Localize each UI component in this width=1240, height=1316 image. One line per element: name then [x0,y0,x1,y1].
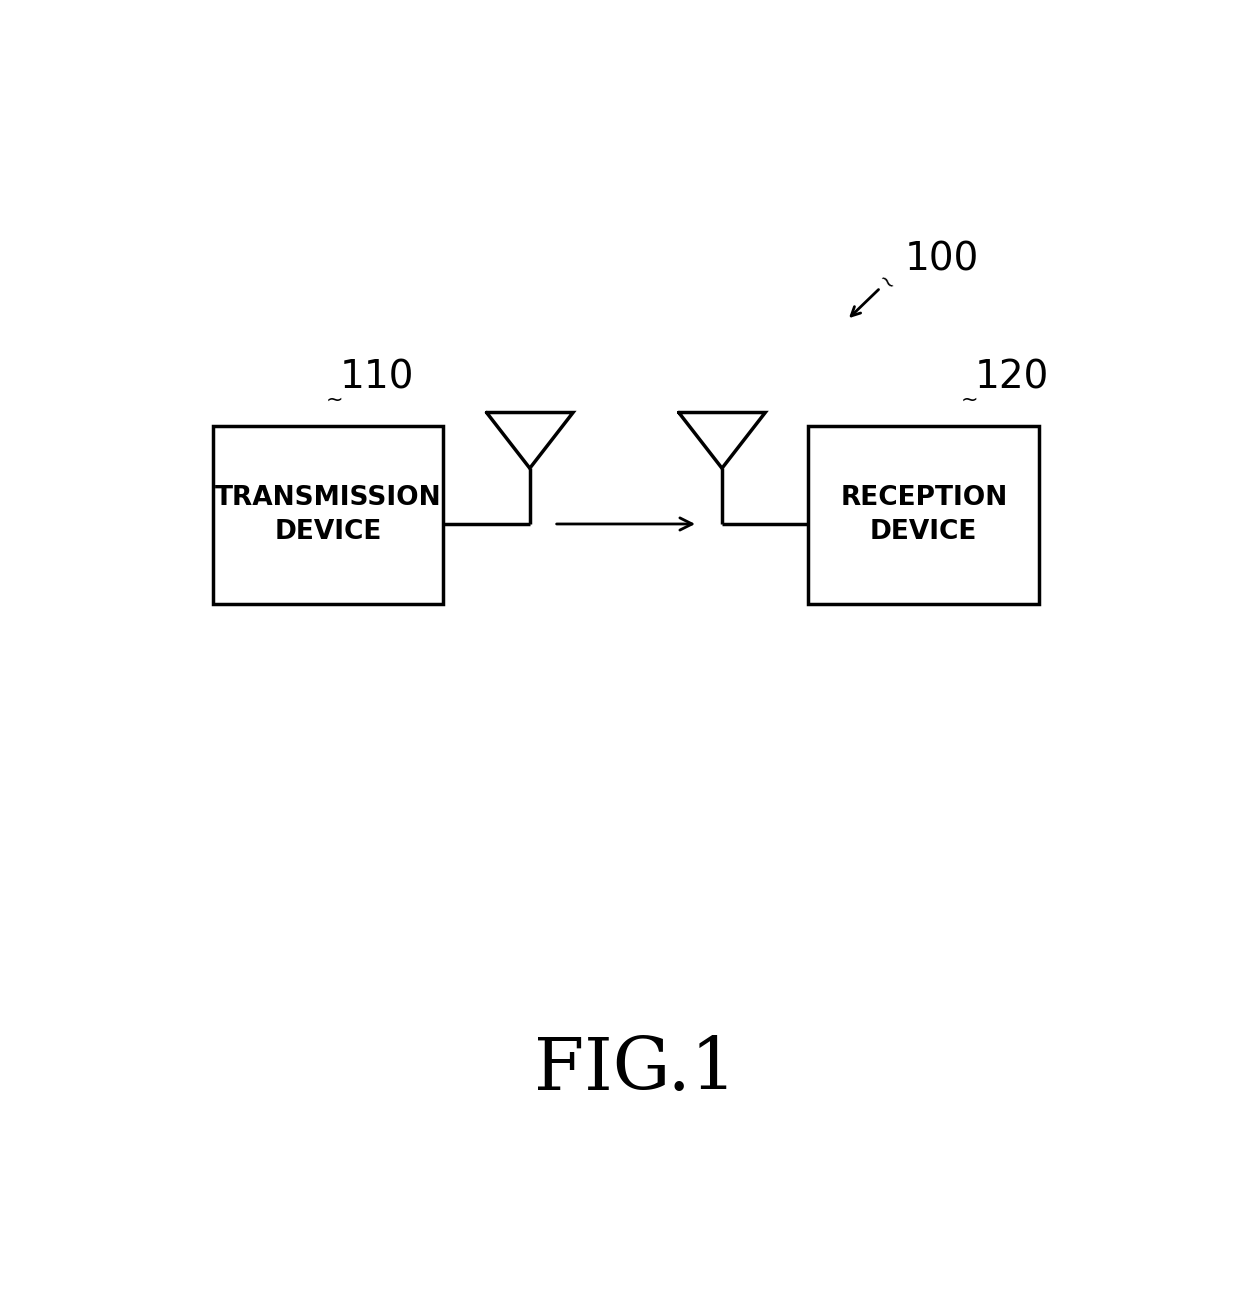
Text: TRANSMISSION
DEVICE: TRANSMISSION DEVICE [215,486,441,545]
Text: ~: ~ [326,390,343,411]
Text: 100: 100 [905,241,978,278]
Bar [808,426,1039,604]
Text: FIG.1: FIG.1 [534,1034,737,1105]
Text: ~: ~ [961,390,978,411]
Text: RECEPTION
DEVICE: RECEPTION DEVICE [841,486,1007,545]
Bar [213,426,444,604]
Text: 110: 110 [340,359,414,397]
Text: 120: 120 [975,359,1049,397]
Text: ~: ~ [872,270,899,297]
